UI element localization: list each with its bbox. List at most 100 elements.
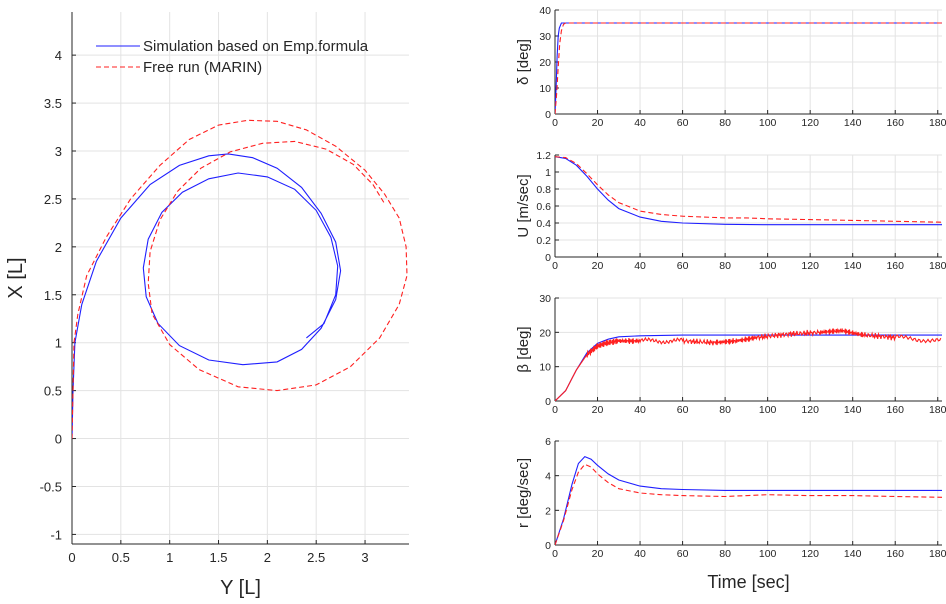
series-line-0 xyxy=(555,22,942,114)
series-line-0 xyxy=(555,156,942,226)
x-tick-label: 180 xyxy=(929,404,946,416)
y-tick-label: 4 xyxy=(55,48,62,63)
y-tick-label: 10 xyxy=(539,362,551,374)
chart-panel-0: 0 0.5 1 1.5 2 2.5 3 -1 -0.5 0 0.5 1 1.5 2 2.5 3 3.5 4 Y [L… xyxy=(5,12,409,599)
x-tick-label: 120 xyxy=(801,404,819,416)
y-tick-label: 1 xyxy=(545,167,551,179)
y-tick-label: -0.5 xyxy=(40,479,62,494)
series-line-1 xyxy=(555,327,942,401)
x-tick-label: 160 xyxy=(886,260,904,272)
x-tick-label: 0 xyxy=(68,550,75,565)
y-tick-label: 4 xyxy=(545,471,551,483)
y-tick-label: 20 xyxy=(539,327,551,339)
x-tick-label: 80 xyxy=(719,117,731,129)
y-tick-label: 0.8 xyxy=(536,184,551,196)
x-tick-label: 20 xyxy=(592,404,604,416)
x-tick-label: 20 xyxy=(592,548,604,560)
chart-panel-2: 0 20 40 60 80 100 120 140 160 180 0 0.2 0.4 0.6 0.8 1 1.… xyxy=(515,150,946,272)
x-tick-label: 60 xyxy=(677,548,689,560)
y-tick-label: 1.2 xyxy=(536,150,551,162)
y-tick-label: 10 xyxy=(539,83,551,95)
x-tick-label: 2.5 xyxy=(307,550,325,565)
x-tick-label: 140 xyxy=(844,548,862,560)
y-tick-label: 30 xyxy=(539,31,551,43)
x-tick-label: 0.5 xyxy=(112,550,130,565)
y-axis-label: X [L] xyxy=(5,257,27,298)
y-tick-label: 6 xyxy=(545,436,551,448)
y-tick-label: 1 xyxy=(55,336,62,351)
y-tick-label: 0.6 xyxy=(536,201,551,213)
y-tick-label: 0 xyxy=(55,432,62,447)
y-axis-label: β [deg] xyxy=(515,326,532,372)
y-tick-label: 0 xyxy=(545,396,551,408)
y-tick-label: 1.5 xyxy=(44,288,62,303)
x-tick-label: 60 xyxy=(677,404,689,416)
y-tick-label: 3 xyxy=(55,144,62,159)
x-tick-label: 3 xyxy=(361,550,368,565)
y-tick-label: 20 xyxy=(539,57,551,69)
x-tick-label: 80 xyxy=(719,260,731,272)
series-line-0 xyxy=(72,153,342,439)
x-tick-label: 100 xyxy=(759,260,777,272)
x-tick-label: 160 xyxy=(886,404,904,416)
x-tick-label: 180 xyxy=(929,260,946,272)
series-line-1 xyxy=(555,463,943,545)
x-tick-label: 60 xyxy=(677,260,689,272)
x-tick-label: 140 xyxy=(844,117,862,129)
x-tick-label: 20 xyxy=(592,117,604,129)
y-tick-label: 0.4 xyxy=(536,218,551,230)
chart-panel-4: 0 20 40 60 80 100 120 140 160 180 0 2 4 6 Time [sec] r … xyxy=(515,436,946,592)
chart-panel-3: 0 20 40 60 80 100 120 140 160 180 0 10 20 30 β [deg] xyxy=(515,293,946,416)
x-tick-label: 2 xyxy=(264,550,271,565)
x-tick-label: 120 xyxy=(801,548,819,560)
x-tick-label: 100 xyxy=(759,117,777,129)
y-tick-label: 2 xyxy=(545,505,551,517)
series-line-0 xyxy=(555,334,942,401)
x-tick-label: 0 xyxy=(552,260,558,272)
x-tick-label: 120 xyxy=(801,117,819,129)
series-line-0 xyxy=(555,455,942,545)
y-axis-label: r [deg/sec] xyxy=(515,458,532,528)
y-tick-label: 0.2 xyxy=(536,235,551,247)
x-tick-label: 40 xyxy=(634,548,646,560)
x-tick-label: 180 xyxy=(929,548,946,560)
x-tick-label: 140 xyxy=(844,260,862,272)
series-line-1 xyxy=(555,22,942,114)
y-tick-label: 0 xyxy=(545,252,551,264)
x-tick-label: 100 xyxy=(759,548,777,560)
x-tick-label: 0 xyxy=(552,548,558,560)
y-tick-label: 3.5 xyxy=(44,96,62,111)
x-tick-label: 180 xyxy=(929,117,946,129)
x-tick-label: 160 xyxy=(886,117,904,129)
y-tick-label: 30 xyxy=(539,293,551,305)
y-tick-label: 2.5 xyxy=(44,192,62,207)
series-line-1 xyxy=(555,156,943,223)
x-tick-label: 1 xyxy=(166,550,173,565)
x-tick-label: 100 xyxy=(759,404,777,416)
legend-label-0: Simulation based on Emp.formula xyxy=(143,38,369,55)
x-tick-label: 140 xyxy=(844,404,862,416)
x-tick-label: 0 xyxy=(552,117,558,129)
series-line-1 xyxy=(72,119,408,439)
x-tick-label: 80 xyxy=(719,404,731,416)
legend-label-1: Free run (MARIN) xyxy=(143,59,262,76)
y-tick-label: 0.5 xyxy=(44,384,62,399)
x-axis-label: Y [L] xyxy=(220,577,261,599)
x-tick-label: 160 xyxy=(886,548,904,560)
y-tick-label: 0 xyxy=(545,540,551,552)
x-tick-label: 40 xyxy=(634,260,646,272)
y-axis-label: δ [deg] xyxy=(515,39,532,85)
x-tick-label: 20 xyxy=(592,260,604,272)
x-tick-label: 0 xyxy=(552,404,558,416)
chart-panel-1: 0 20 40 60 80 100 120 140 160 180 0 10 20 30 40 δ [deg] xyxy=(515,5,946,129)
x-tick-label: 120 xyxy=(801,260,819,272)
x-tick-label: 40 xyxy=(634,404,646,416)
y-tick-label: 40 xyxy=(539,5,551,17)
y-axis-label: U [m/sec] xyxy=(515,174,532,237)
y-tick-label: 2 xyxy=(55,240,62,255)
x-tick-label: 80 xyxy=(719,548,731,560)
y-tick-label: 0 xyxy=(545,109,551,121)
x-tick-label: 60 xyxy=(677,117,689,129)
legend: Simulation based on Emp.formula Free run … xyxy=(96,38,369,76)
